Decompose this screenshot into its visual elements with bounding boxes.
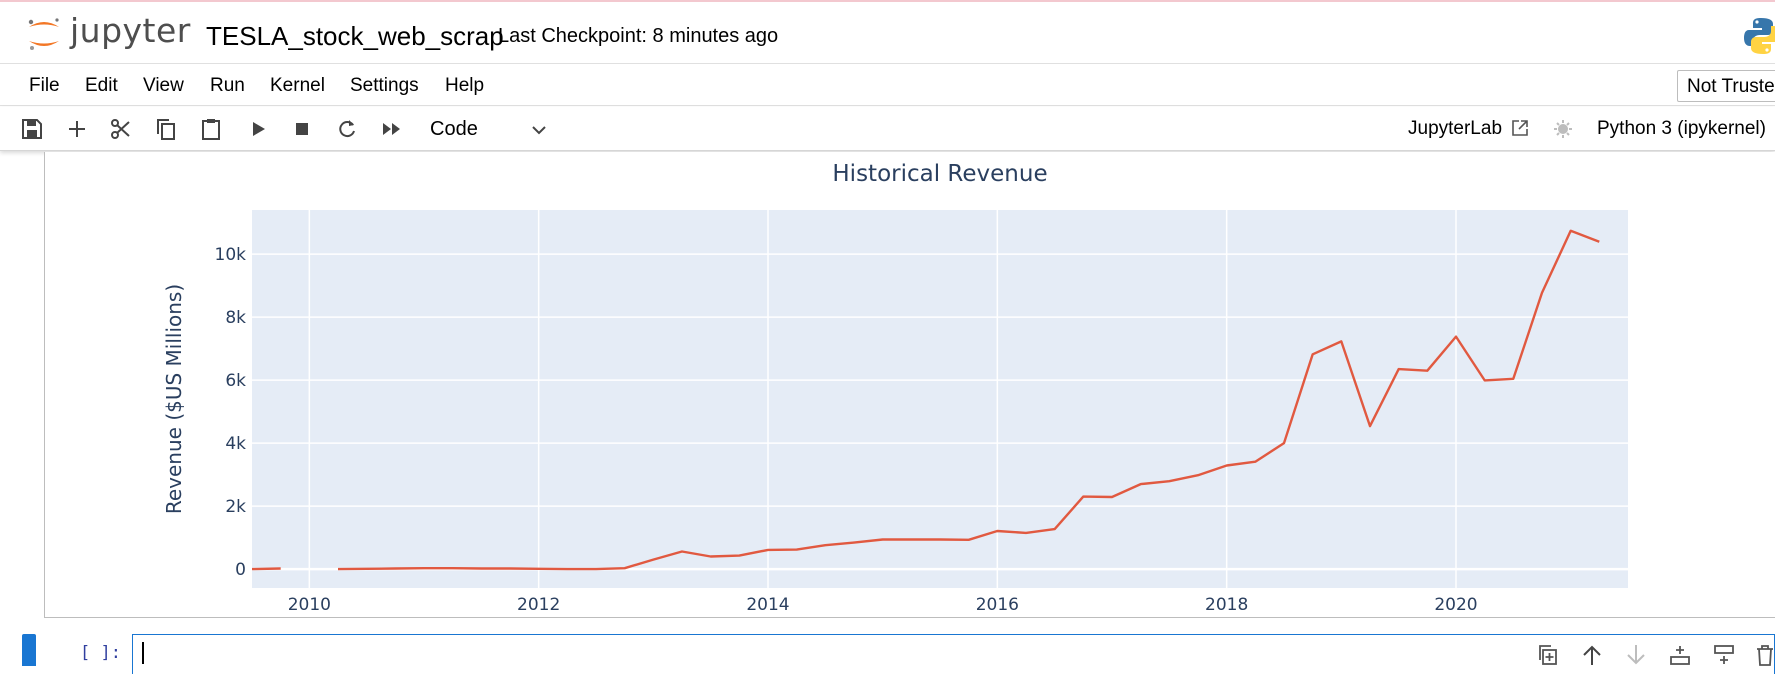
stop-icon[interactable] (290, 117, 314, 141)
chevron-down-icon[interactable] (528, 119, 550, 141)
menu-edit[interactable]: Edit (85, 75, 118, 96)
x-tick-label: 2010 (288, 595, 331, 615)
menu-bar: File Edit View Run Kernel Settings Help (0, 66, 1775, 106)
cell-type-select[interactable]: Code (430, 118, 478, 140)
x-tick-label: 2016 (976, 595, 1019, 615)
code-cell-input[interactable] (132, 634, 1775, 674)
move-down-icon[interactable] (1624, 643, 1648, 667)
cell-output-area: 2010 2012 2014 2016 2018 2020 0 2k 4k 6k 8k 10k Hi… (44, 152, 1775, 618)
top-accent-stripe (0, 0, 1775, 2)
paste-icon[interactable] (199, 117, 223, 141)
fast-forward-icon[interactable] (380, 117, 404, 141)
menu-run[interactable]: Run (210, 75, 245, 96)
jupyter-logo-text[interactable]: jupyter (70, 11, 191, 50)
restart-icon[interactable] (335, 117, 359, 141)
x-tick-label: 2014 (746, 595, 789, 615)
y-tick-label: 0 (235, 560, 246, 580)
x-tick-label: 2012 (517, 595, 560, 615)
open-jupyterlab-link[interactable]: JupyterLab (1408, 118, 1503, 139)
plot-background (252, 210, 1628, 588)
text-cursor (142, 642, 144, 664)
copy-icon[interactable] (154, 117, 178, 141)
jupyter-logo-icon[interactable] (24, 14, 64, 54)
save-icon[interactable] (20, 117, 44, 141)
external-link-icon[interactable] (1510, 118, 1530, 138)
add-cell-icon[interactable] (65, 117, 89, 141)
y-tick-label: 2k (225, 497, 246, 517)
not-trusted-button[interactable]: Not Trusted (1677, 70, 1775, 102)
x-tick-label: 2018 (1205, 595, 1248, 615)
revenue-series-line (337, 229, 1600, 571)
kernel-name[interactable]: Python 3 (ipykernel) (1597, 118, 1766, 139)
last-checkpoint: Last Checkpoint: 8 minutes ago (498, 25, 779, 47)
revenue-line-chart: 2010 2012 2014 2016 2018 2020 0 2k 4k 6k 8k 10k Hi… (162, 161, 1628, 615)
y-tick-label: 8k (225, 308, 246, 328)
cut-icon[interactable] (109, 117, 133, 141)
run-icon[interactable] (246, 117, 270, 141)
y-tick-label: 10k (215, 245, 247, 265)
y-tick-label: 6k (225, 371, 246, 391)
y-axis-label: Revenue ($US Millions) (162, 284, 186, 514)
menu-settings[interactable]: Settings (350, 75, 419, 96)
notebook-name[interactable]: TESLA_stock_web_scrap (206, 21, 504, 51)
menu-file[interactable]: File (29, 75, 60, 96)
insert-above-icon[interactable] (1668, 643, 1692, 667)
duplicate-icon[interactable] (1536, 643, 1560, 667)
notebook-toolbar: Code JupyterLab Python 3 (ipykernel) (0, 107, 1775, 151)
cell-prompt: [ ]: (80, 643, 121, 663)
move-up-icon[interactable] (1580, 643, 1604, 667)
delete-icon[interactable] (1753, 643, 1775, 667)
revenue-series-line (251, 567, 281, 571)
kernel-status-icon (1554, 120, 1572, 138)
insert-below-icon[interactable] (1712, 643, 1736, 667)
y-tick-label: 4k (225, 434, 246, 454)
notebook-header: jupyter TESLA_stock_web_scrap Last Check… (0, 2, 1775, 64)
chart-title: Historical Revenue (832, 161, 1047, 187)
menu-view[interactable]: View (143, 75, 184, 96)
python-logo-icon (1744, 18, 1775, 54)
menu-kernel[interactable]: Kernel (270, 75, 325, 96)
x-tick-label: 2020 (1434, 595, 1477, 615)
menu-help[interactable]: Help (445, 75, 485, 96)
active-cell-marker (22, 634, 36, 666)
